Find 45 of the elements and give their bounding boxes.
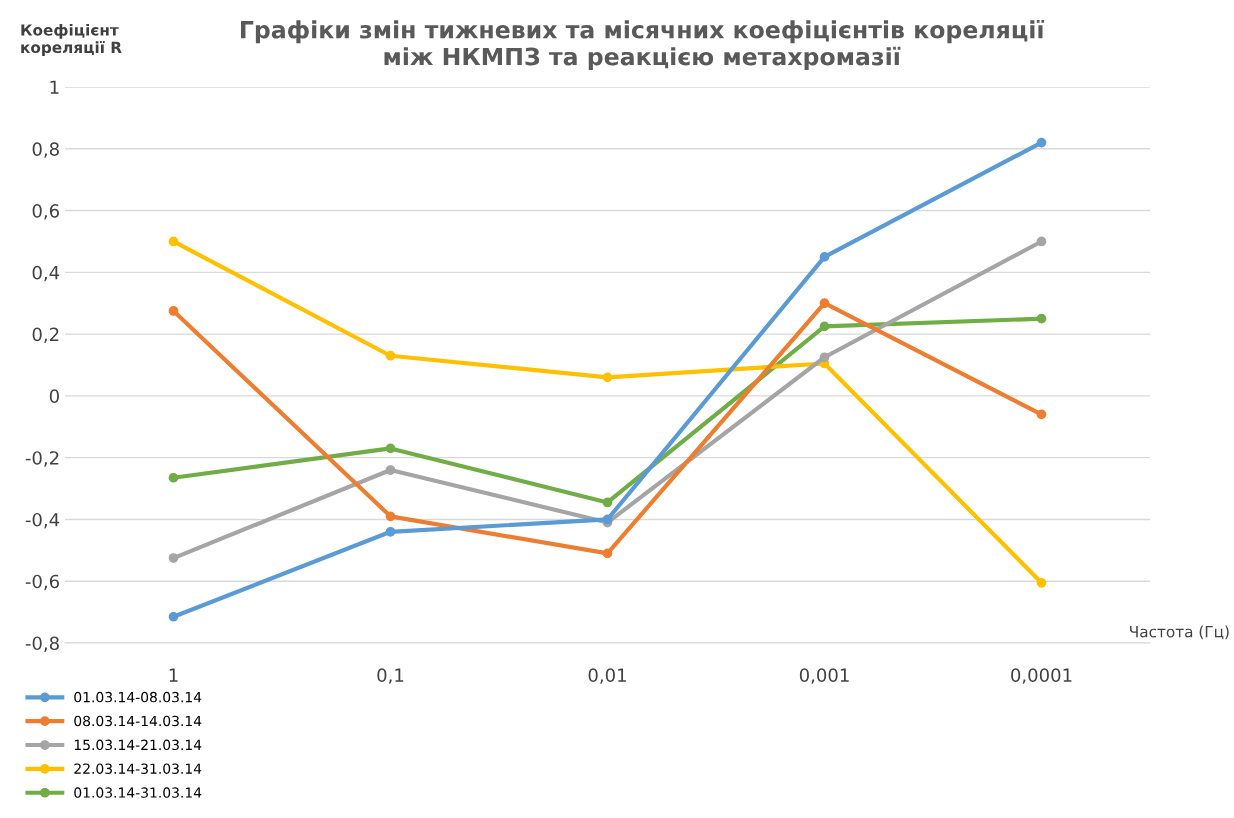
chart-title: Графіки змін тижневих та місячних коефіцієнтів кореляції між НКМПЗ та реакцією метахромазії <box>241 19 1045 71</box>
legend-label: 01.03.14-08.03.14 <box>74 691 202 703</box>
point <box>385 350 396 361</box>
y-tick-label: -0,6 <box>25 574 59 591</box>
y-tick-label: -0,2 <box>25 451 59 467</box>
y-tick-label: 0,2 <box>32 327 59 344</box>
x-tick-label: 0,01 <box>588 668 626 684</box>
point <box>1036 236 1047 247</box>
y-axis-title: Коефіцієнт кореляції R <box>21 23 122 57</box>
y-tick-label: 1 <box>50 80 59 94</box>
y-tick-label: -0,4 <box>25 512 60 529</box>
point <box>602 372 613 383</box>
point <box>385 443 396 454</box>
y-tick-label: 0,8 <box>32 142 59 158</box>
legend-label: 01.03.14-31.03.14 <box>74 787 202 798</box>
x-tick-label: 0,0001 <box>1011 668 1072 684</box>
point <box>602 548 613 559</box>
x-tick-label: 1 <box>169 668 178 682</box>
point <box>385 465 396 475</box>
x-tick-label: 0,1 <box>377 668 404 684</box>
point <box>819 352 830 363</box>
point <box>1036 409 1047 420</box>
point <box>819 298 830 309</box>
point <box>168 472 179 483</box>
y-tick-label: 0,6 <box>32 204 59 220</box>
point <box>168 553 179 563</box>
point <box>602 497 613 508</box>
point <box>819 252 830 262</box>
x-axis-title: Частота (Гц) <box>1130 625 1229 640</box>
legend-label: 22.03.14-31.03.14 <box>74 763 202 774</box>
legend-label: 08.03.14-14.03.14 <box>74 715 202 727</box>
point <box>819 321 830 332</box>
y-tick-label: -0,8 <box>25 636 59 652</box>
point <box>168 306 179 316</box>
point <box>168 236 179 247</box>
point <box>385 511 396 522</box>
point <box>385 526 396 537</box>
x-tick-label: 0,001 <box>799 668 849 684</box>
y-tick-label: 0,4 <box>32 265 60 282</box>
point <box>1036 313 1047 324</box>
point <box>1036 577 1047 588</box>
legend-label: 15.03.14-21.03.14 <box>74 739 202 751</box>
point <box>168 611 179 622</box>
y-tick-label: 0 <box>49 389 59 404</box>
point <box>1036 137 1047 148</box>
